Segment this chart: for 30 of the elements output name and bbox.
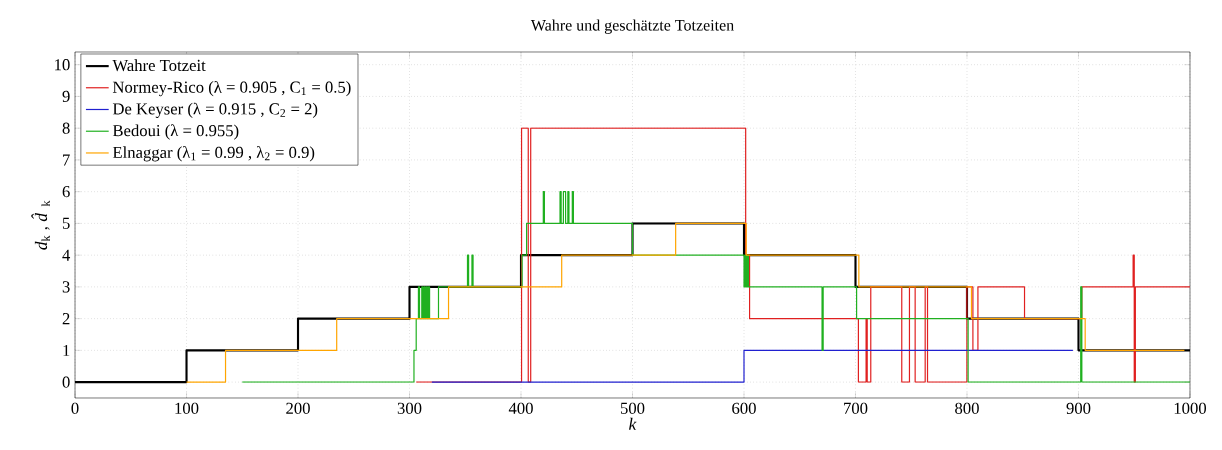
x-tick-label: 600 bbox=[732, 402, 756, 414]
y-axis-title: d$_{k}$ , d̂$_{k}$ bbox=[31, 200, 50, 250]
y-tick-label: 9 bbox=[62, 90, 70, 103]
legend-label: Normey-Rico (λ = 0.905 , C$_{1}$ = 0.5) bbox=[112, 80, 351, 97]
x-tick-label: 300 bbox=[397, 402, 422, 414]
legend-label: Elnaggar (λ$_{1}$ = 0.99 , λ$_{2}$ = 0.9) bbox=[112, 146, 315, 162]
legend-label: De Keyser (λ = 0.915 , C$_{2}$ = 2) bbox=[112, 102, 318, 118]
legend-label: Bedoui (λ = 0.955) bbox=[112, 124, 239, 140]
y-tick-label: 7 bbox=[63, 154, 70, 166]
x-tick-label: 500 bbox=[620, 402, 645, 414]
y-tick-label: 5 bbox=[62, 217, 70, 229]
y-tick-label: 2 bbox=[62, 313, 70, 325]
x-tick-label: 100 bbox=[175, 402, 199, 414]
x-axis-title: k bbox=[629, 417, 637, 430]
x-tick-label: 400 bbox=[508, 402, 533, 414]
y-tick-label: 0 bbox=[62, 376, 70, 388]
y-tick-label: 10 bbox=[55, 59, 70, 71]
x-tick-label: 900 bbox=[1066, 402, 1091, 414]
y-tick-label: 1 bbox=[63, 344, 70, 356]
x-tick-label: 0 bbox=[71, 402, 79, 414]
x-tick-label: 200 bbox=[286, 402, 310, 414]
y-tick-label: 4 bbox=[62, 249, 71, 261]
y-tick-label: 8 bbox=[62, 122, 70, 134]
legend-label: Wahre Totzeit bbox=[112, 59, 206, 72]
x-tick-label: 1000 bbox=[1174, 402, 1207, 414]
x-tick-label: 800 bbox=[955, 402, 979, 414]
y-tick-label: 6 bbox=[62, 186, 70, 198]
y-tick-label: 3 bbox=[62, 281, 70, 293]
x-tick-label: 700 bbox=[844, 402, 868, 414]
chart-title: Wahre und geschätzte Totzeiten bbox=[530, 19, 734, 34]
